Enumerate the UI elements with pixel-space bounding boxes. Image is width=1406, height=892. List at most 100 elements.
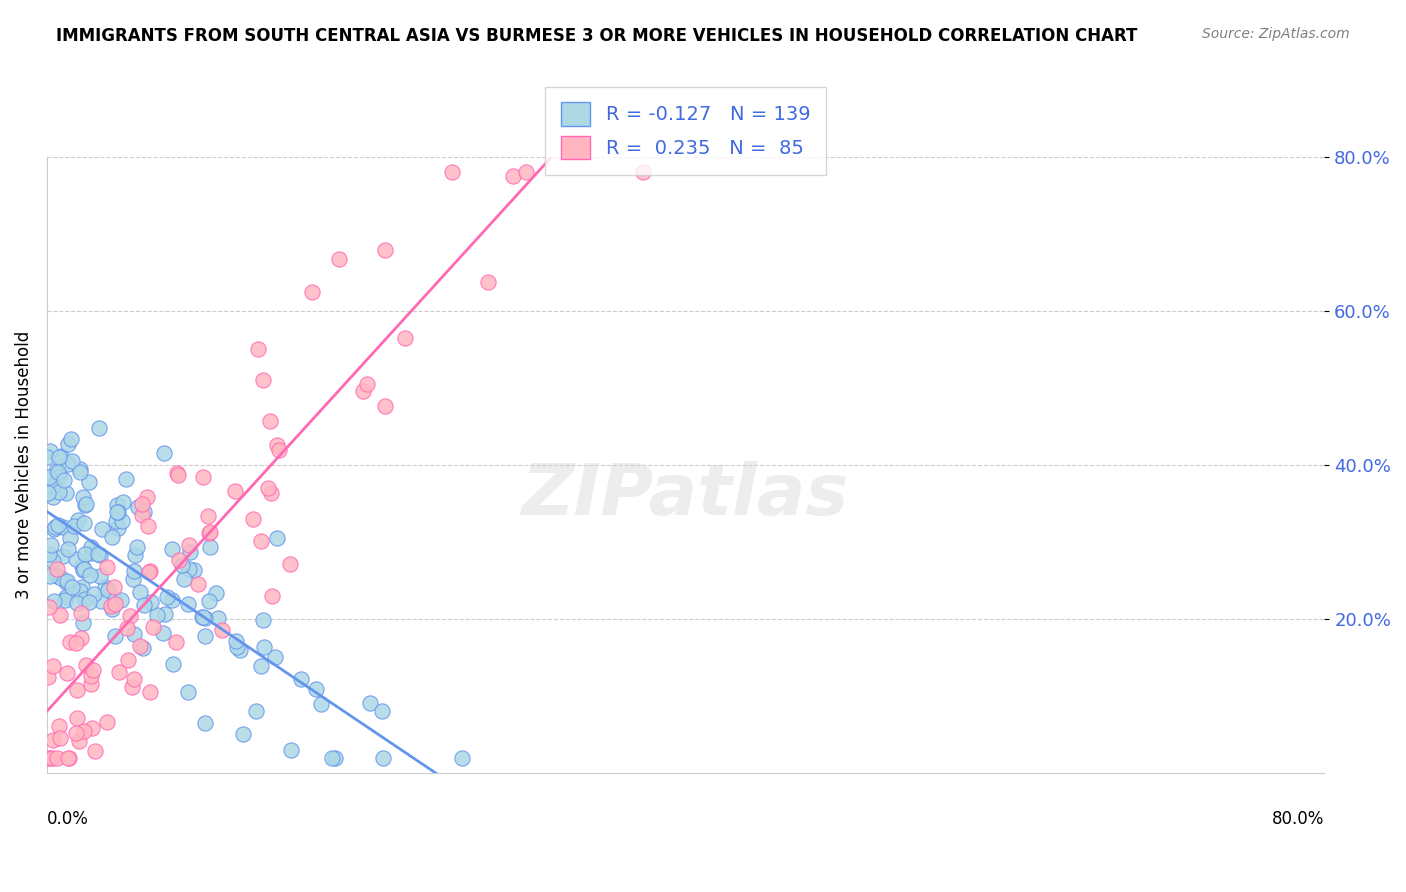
Point — [177, 597, 200, 611]
Point — [86, 547, 108, 561]
Point — [42, 491, 65, 505]
Point — [290, 672, 312, 686]
Point — [104, 597, 127, 611]
Point — [139, 684, 162, 698]
Point — [440, 165, 463, 179]
Point — [48, 467, 70, 481]
Point — [167, 553, 190, 567]
Point — [228, 643, 250, 657]
Point — [138, 564, 160, 578]
Point — [66, 711, 89, 725]
Point — [167, 467, 190, 482]
Point — [280, 557, 302, 571]
Point — [83, 744, 105, 758]
Point — [260, 589, 283, 603]
Point — [48, 731, 70, 745]
Point — [198, 593, 221, 607]
Point — [266, 438, 288, 452]
Point — [89, 568, 111, 582]
Point — [80, 721, 103, 735]
Point — [52, 473, 75, 487]
Point — [259, 414, 281, 428]
Point — [301, 285, 323, 300]
Point — [105, 514, 128, 528]
Point — [52, 549, 75, 563]
Point — [132, 641, 155, 656]
Point — [45, 464, 67, 478]
Point — [104, 629, 127, 643]
Point — [198, 540, 221, 554]
Point — [122, 572, 145, 586]
Point — [515, 165, 537, 179]
Point — [173, 572, 195, 586]
Point — [72, 616, 94, 631]
Point — [59, 531, 82, 545]
Text: Source: ZipAtlas.com: Source: ZipAtlas.com — [1202, 27, 1350, 41]
Point — [197, 509, 219, 524]
Point — [108, 665, 131, 680]
Point — [198, 525, 221, 540]
Point — [132, 505, 155, 519]
Point — [58, 751, 80, 765]
Point — [90, 594, 112, 608]
Point — [39, 568, 62, 582]
Point — [100, 599, 122, 613]
Point — [42, 732, 65, 747]
Point — [37, 485, 59, 500]
Point — [37, 450, 59, 464]
Point — [53, 592, 76, 607]
Point — [70, 580, 93, 594]
Point — [46, 465, 69, 479]
Point — [56, 751, 79, 765]
Point — [226, 640, 249, 654]
Point — [38, 469, 60, 483]
Point — [60, 580, 83, 594]
Point — [111, 495, 134, 509]
Point — [87, 420, 110, 434]
Point — [48, 470, 70, 484]
Point — [75, 657, 97, 672]
Point — [633, 165, 655, 179]
Point — [170, 558, 193, 572]
Point — [75, 547, 97, 561]
Point — [191, 610, 214, 624]
Point — [72, 562, 94, 576]
Point — [135, 490, 157, 504]
Point — [82, 663, 104, 677]
Point — [194, 629, 217, 643]
Point — [41, 478, 63, 492]
Point — [105, 498, 128, 512]
Point — [37, 670, 59, 684]
Text: 80.0%: 80.0% — [1272, 810, 1324, 828]
Point — [103, 580, 125, 594]
Point — [124, 548, 146, 562]
Point — [65, 635, 87, 649]
Point — [48, 450, 70, 464]
Point — [101, 530, 124, 544]
Point — [252, 373, 274, 387]
Point — [359, 697, 381, 711]
Point — [41, 554, 63, 568]
Point — [73, 516, 96, 530]
Point — [249, 659, 271, 673]
Point — [107, 521, 129, 535]
Point — [94, 581, 117, 595]
Point — [58, 437, 80, 451]
Point — [502, 169, 524, 184]
Point — [49, 607, 72, 622]
Text: ZIPatlas: ZIPatlas — [522, 461, 849, 531]
Point — [77, 475, 100, 489]
Point — [91, 522, 114, 536]
Point — [59, 432, 82, 446]
Point — [104, 592, 127, 607]
Point — [39, 443, 62, 458]
Point — [127, 500, 149, 514]
Point — [328, 252, 350, 266]
Point — [256, 481, 278, 495]
Point — [37, 751, 59, 765]
Point — [224, 484, 246, 499]
Point — [70, 631, 93, 645]
Point — [38, 600, 60, 615]
Point — [72, 490, 94, 504]
Point — [66, 683, 89, 698]
